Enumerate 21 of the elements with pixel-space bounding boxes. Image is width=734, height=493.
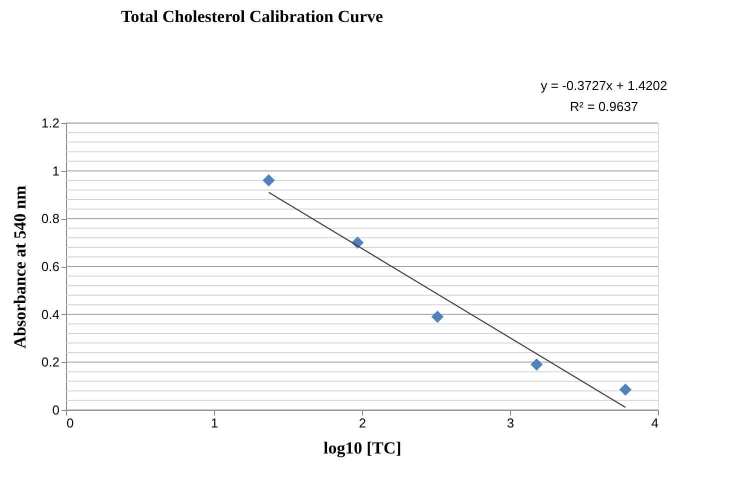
x-axis-title: log10 [TC] xyxy=(324,438,402,458)
point xyxy=(619,384,632,396)
text: y = -0.3727x + 1.4202 xyxy=(540,78,668,93)
point xyxy=(530,358,543,371)
point xyxy=(262,174,275,187)
y-tick-label: 0.8 xyxy=(41,211,60,226)
text: R² = 0.9637 xyxy=(570,99,638,114)
chart-title: Total Cholesterol Calibration Curve xyxy=(120,7,384,26)
x-tick-label: 2 xyxy=(358,416,366,430)
y-tick-label: 0 xyxy=(52,402,60,418)
x-tick-label: 0 xyxy=(66,416,74,430)
x-tick-label: 3 xyxy=(506,416,514,430)
y-tick-label: 0.6 xyxy=(41,259,60,274)
y-tick-label: 1.2 xyxy=(41,116,60,130)
y-tick-label: 0.2 xyxy=(41,354,60,370)
y-tick-label: 1 xyxy=(52,163,60,178)
x-tick-label: 4 xyxy=(651,416,658,430)
y-axis-title: Absorbance at 540 nm xyxy=(10,186,30,348)
x-tick-label: 1 xyxy=(210,416,218,430)
y-tick-label: 0.4 xyxy=(41,306,60,322)
point xyxy=(431,310,444,323)
